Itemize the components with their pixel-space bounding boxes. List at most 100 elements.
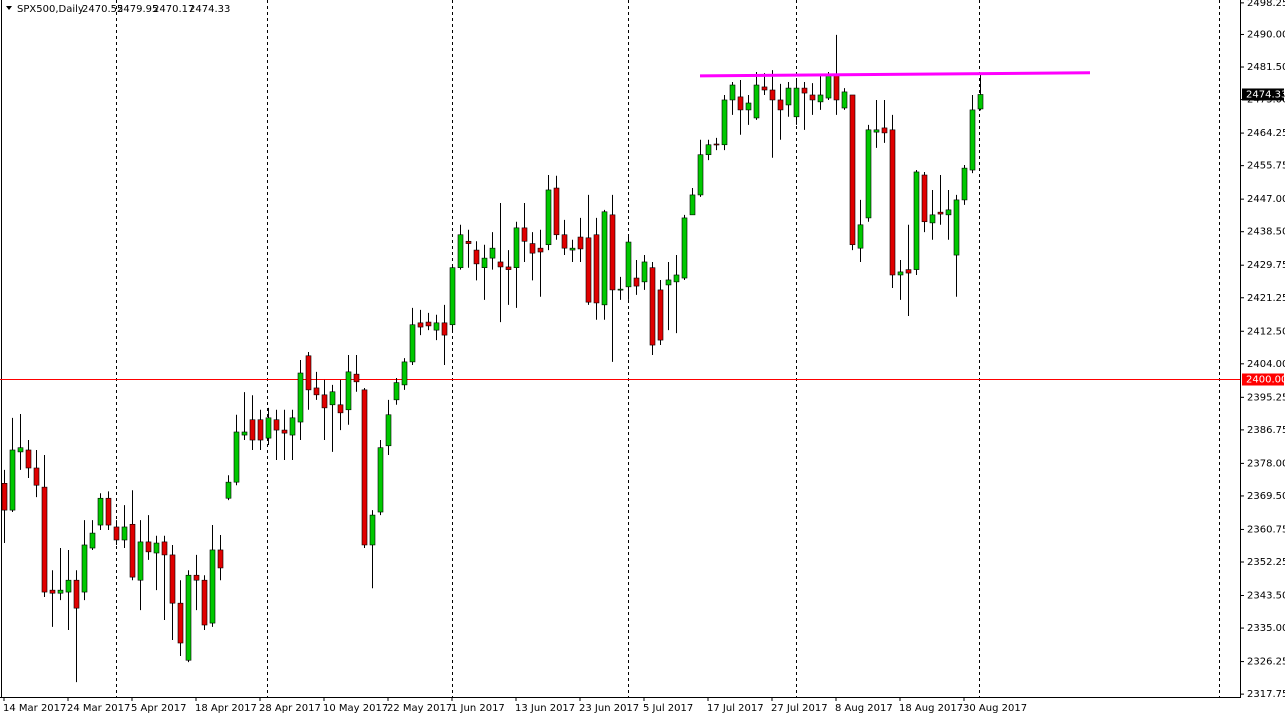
candle-body xyxy=(297,372,304,423)
x-tick-label: 13 Jun 2017 xyxy=(515,703,575,714)
candle-body xyxy=(41,486,48,593)
candle-body xyxy=(545,189,552,246)
candle-body xyxy=(225,481,232,499)
candle-body xyxy=(265,417,272,439)
candle-body xyxy=(777,99,784,111)
candle-body xyxy=(817,94,824,103)
candle-body xyxy=(585,237,592,303)
candle-body xyxy=(841,91,848,109)
candle-body xyxy=(689,194,696,216)
y-tick-label: 2317.75 xyxy=(1247,689,1285,700)
candle-body xyxy=(401,361,408,386)
candle-body xyxy=(73,579,80,609)
x-tick-label: 5 Jul 2017 xyxy=(643,703,693,714)
candle-body xyxy=(25,449,32,469)
candle-body xyxy=(369,514,376,546)
candle-body xyxy=(873,129,880,133)
candle-body xyxy=(617,288,624,291)
x-tick-label: 1 Jun 2017 xyxy=(451,703,505,714)
candle-body xyxy=(65,579,72,593)
candle-body xyxy=(233,431,240,483)
candle-body xyxy=(529,243,536,254)
candle-body xyxy=(569,247,576,251)
candle-body xyxy=(969,109,976,171)
candle-body xyxy=(553,187,560,236)
candle-body xyxy=(393,382,400,401)
candle-body xyxy=(521,227,528,242)
candle-body xyxy=(169,554,176,604)
x-tick-label: 18 Aug 2017 xyxy=(899,703,963,714)
candle-body xyxy=(1,483,8,511)
hline-label: 2400.00 xyxy=(1246,375,1285,386)
candle-body xyxy=(81,544,88,593)
candle-body xyxy=(721,99,728,146)
candle-body xyxy=(705,144,712,156)
candle-body xyxy=(577,236,584,250)
candle-body xyxy=(9,449,16,511)
x-tick-label: 17 Jul 2017 xyxy=(707,703,764,714)
candle-body xyxy=(17,447,24,453)
candle-body xyxy=(289,417,296,436)
candle-body xyxy=(465,240,472,244)
candle-body xyxy=(321,394,328,409)
candle-body xyxy=(849,94,856,246)
candle-body xyxy=(609,214,616,291)
candle-body xyxy=(825,74,832,99)
candle-body xyxy=(889,129,896,276)
candle-body xyxy=(537,247,544,253)
y-tick-label: 2378.00 xyxy=(1247,458,1285,469)
candle-body xyxy=(697,154,704,196)
candle-body xyxy=(769,89,776,101)
candle-body xyxy=(481,257,488,268)
ohlc-high: 2479.95 xyxy=(117,4,158,15)
candle-body xyxy=(561,234,568,249)
y-tick-label: 2429.75 xyxy=(1247,260,1285,271)
candle-body xyxy=(713,143,720,146)
candle-body xyxy=(241,431,248,436)
candle-body xyxy=(761,86,768,91)
candle-body xyxy=(793,87,800,118)
x-tick-label: 22 May 2017 xyxy=(387,703,452,714)
candle-body xyxy=(361,389,368,546)
candle-body xyxy=(593,234,600,304)
candle-body xyxy=(937,211,944,215)
candle-body xyxy=(217,549,224,569)
candle-body xyxy=(641,261,648,283)
candle-body xyxy=(337,404,344,414)
y-tick-label: 2369.50 xyxy=(1247,491,1285,502)
candle-body xyxy=(801,87,808,94)
candle-body xyxy=(497,261,504,268)
vertical-grid xyxy=(116,0,1220,697)
x-tick-label: 8 Aug 2017 xyxy=(835,703,893,714)
candle-body xyxy=(201,579,208,626)
candle-body xyxy=(193,574,200,581)
x-tick-label: 27 Jul 2017 xyxy=(771,703,828,714)
chart-title: SPX500,Daily xyxy=(17,4,84,15)
candle-body xyxy=(681,217,688,279)
candle-body xyxy=(657,289,664,341)
candle-body xyxy=(161,541,168,556)
y-tick-label: 2490.00 xyxy=(1247,29,1285,40)
candle-body xyxy=(865,129,872,219)
candle-body xyxy=(377,447,384,513)
ohlc-low: 2470.17 xyxy=(153,4,194,15)
x-tick-label: 28 Apr 2017 xyxy=(259,703,321,714)
candle-body xyxy=(977,94,984,110)
candle-body xyxy=(425,321,432,327)
y-tick-label: 2335.00 xyxy=(1247,623,1285,634)
candle-body xyxy=(809,94,816,101)
candle-body xyxy=(281,429,288,434)
x-tick-label: 23 Jun 2017 xyxy=(579,703,639,714)
y-tick-label: 2447.00 xyxy=(1247,194,1285,205)
candle-body xyxy=(97,497,104,526)
candle-body xyxy=(633,277,640,287)
candle-body xyxy=(489,247,496,259)
candle-body xyxy=(177,602,184,644)
ohlc-open: 2470.55 xyxy=(82,4,123,15)
y-tick-label: 2438.50 xyxy=(1247,227,1285,238)
candle-body xyxy=(145,541,152,553)
candle-body xyxy=(473,249,480,265)
y-tick-label: 2455.75 xyxy=(1247,161,1285,172)
candle-body xyxy=(897,271,904,276)
candle-body xyxy=(345,371,352,411)
